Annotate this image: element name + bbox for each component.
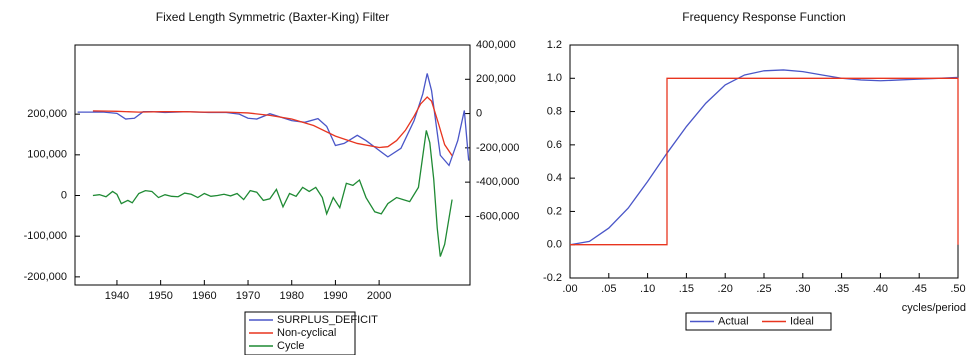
x-tick-label: 1990 [323,290,347,302]
y2-tick-label: -200,000 [476,142,519,154]
x-tick-label: 1950 [148,290,172,302]
x-tick-label: .35 [834,283,849,295]
legend-label: Cycle [277,340,305,352]
y-tick-label: 0 [61,189,67,201]
series-line [92,96,453,157]
y-tick-label: 0.2 [547,205,562,217]
series-line [92,130,453,257]
y-tick-label: 100,000 [27,149,67,161]
y2-tick-label: 0 [476,107,482,119]
y-tick-label: 0.6 [547,139,562,151]
y-tick-label: 0.4 [547,172,562,184]
y-tick-label: -200,000 [24,271,67,283]
x-tick-label: .05 [601,283,616,295]
y-tick-label: 1.0 [547,72,562,84]
chart-title: Frequency Response Function [682,10,845,24]
x-tick-label: 1980 [279,290,303,302]
series-line [569,69,959,246]
y2-tick-label: 200,000 [476,73,516,85]
x-tick-label: 1970 [236,290,260,302]
legend-label: SURPLUS_DEFICIT [277,314,378,326]
x-axis-label: cycles/period [902,302,966,314]
y-tick-label: -100,000 [24,230,67,242]
y-tick-label: 1.2 [547,39,562,51]
y2-tick-label: -600,000 [476,210,519,222]
x-tick-label: .45 [912,283,927,295]
x-tick-label: .10 [640,283,655,295]
x-tick-label: .40 [873,283,888,295]
x-tick-label: 1940 [105,290,129,302]
x-tick-label: .00 [562,283,577,295]
y2-tick-label: -400,000 [476,176,519,188]
legend-label: Actual [718,315,749,327]
x-tick-label: .20 [718,283,733,295]
x-tick-label: .25 [756,283,771,295]
y-tick-label: 200,000 [27,108,67,120]
legend-label: Non-cyclical [277,327,336,339]
legend-box [685,312,832,331]
y-tick-label: -0.2 [543,272,562,284]
x-tick-label: 2000 [367,290,391,302]
x-tick-label: .30 [795,283,810,295]
chart-title: Fixed Length Symmetric (Baxter-King) Fil… [156,10,389,24]
legend-label: Ideal [790,315,814,327]
x-tick-label: .50 [950,283,965,295]
series-line [570,77,959,246]
x-tick-label: 1960 [192,290,216,302]
y-tick-label: 0.8 [547,105,562,117]
plot-frame [74,44,471,286]
y2-tick-label: 400,000 [476,39,516,51]
y-tick-label: 0.0 [547,239,562,251]
x-tick-label: .15 [679,283,694,295]
